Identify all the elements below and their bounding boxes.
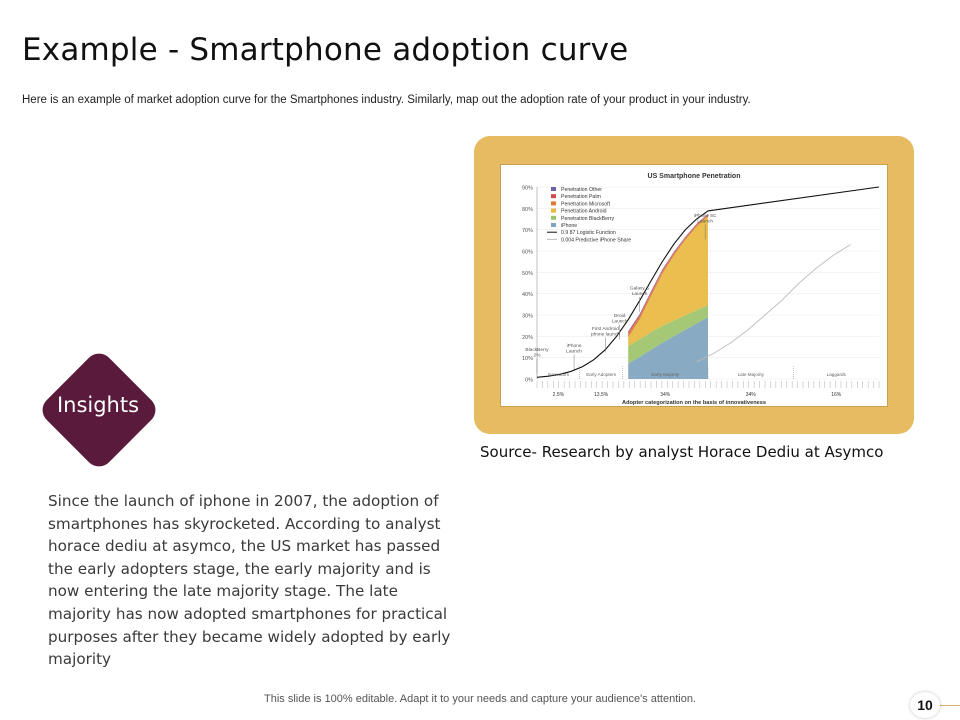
page-subtitle: Here is an example of market adoption cu…: [22, 94, 751, 106]
y-tick-label: 0%: [525, 378, 533, 384]
legend-swatch: [551, 215, 556, 220]
area-blackberry: [628, 305, 708, 364]
annotation-label: Galaxy S: [630, 285, 649, 291]
chart-frame: US Smartphone Penetration 0% 10% 20% 30% 40% 5…: [474, 136, 914, 434]
y-tick-label: 60%: [522, 250, 533, 256]
category-label: Late Majority: [738, 372, 765, 377]
legend-label: Penetration Palm: [561, 194, 601, 200]
annotation-label: Launch: [612, 319, 628, 325]
annotation-label: Launch: [697, 218, 713, 224]
insights-label: Insights: [56, 393, 140, 417]
category-percent: 34%: [746, 392, 757, 398]
y-tick-label: 70%: [522, 228, 533, 234]
category-percent: 34%: [660, 392, 671, 398]
source-caption: Source- Research by analyst Horace Dediu…: [480, 443, 884, 461]
legend-swatch: [551, 201, 556, 206]
page-number: 10: [910, 692, 940, 718]
legend-swatch: [551, 208, 556, 213]
annotation-label: iPhone: [567, 343, 582, 349]
adoption-chart: US Smartphone Penetration 0% 10% 20% 30% 40% 5…: [522, 173, 880, 406]
legend-label: 0.004 Predictive iPhone Share: [561, 237, 631, 243]
y-tick-label: 30%: [522, 314, 533, 320]
category-label: Early Majority: [651, 372, 680, 377]
predictive-line: [696, 244, 851, 363]
annotation-label: phone launch: [591, 331, 620, 337]
y-tick-label: 50%: [522, 271, 533, 277]
category-label: Innovators: [548, 372, 570, 377]
legend-swatch: [551, 223, 556, 227]
x-axis-label: Adopter categorization on the basis of i…: [622, 400, 766, 406]
area-iphone: [628, 317, 708, 379]
legend-label: Penetration Microsoft: [561, 201, 611, 207]
insights-text: Since the launch of iphone in 2007, the …: [48, 492, 451, 669]
chart-title: US Smartphone Penetration: [648, 173, 741, 180]
y-tick-label: 90%: [522, 186, 533, 192]
category-label: Early Adopters: [586, 372, 617, 377]
annotation-label: BlackBerry: [525, 347, 549, 353]
category-label: Laggards: [827, 372, 847, 377]
category-percent: 2.5%: [553, 392, 565, 398]
y-tick-label: 40%: [522, 292, 533, 298]
y-tick-label: 20%: [522, 335, 533, 341]
page-title: Example - Smartphone adoption curve: [22, 32, 629, 68]
legend-label: Penetration Android: [561, 209, 607, 215]
annotation-label: 2%: [534, 353, 542, 359]
y-tick-label: 10%: [522, 356, 533, 362]
annotation-label: Launch: [566, 348, 582, 354]
category-percent: 16%: [831, 392, 842, 398]
legend-label: Penetration Other: [561, 187, 602, 193]
chart-container: US Smartphone Penetration 0% 10% 20% 30% 40% 5…: [500, 164, 888, 407]
legend-label: iPhone: [561, 223, 577, 229]
legend-swatch: [551, 194, 556, 199]
y-tick-label: 80%: [522, 207, 533, 213]
legend-swatch: [551, 187, 556, 191]
annotation-label: First Android: [592, 326, 619, 332]
annotation-label: Launch: [632, 291, 648, 297]
logistic-line: [536, 186, 880, 378]
annotation-label: Droid: [614, 313, 626, 319]
page-number-line: [940, 705, 960, 706]
footer-note: This slide is 100% editable. Adapt it to…: [264, 693, 696, 705]
annotation-label: iPhone 5C: [694, 213, 717, 219]
legend-label: 0.9 87 Logistic Function: [561, 230, 616, 236]
legend-label: Penetration BlackBerry: [561, 216, 614, 222]
category-percent: 13.5%: [594, 392, 609, 398]
area-android: [628, 216, 708, 347]
